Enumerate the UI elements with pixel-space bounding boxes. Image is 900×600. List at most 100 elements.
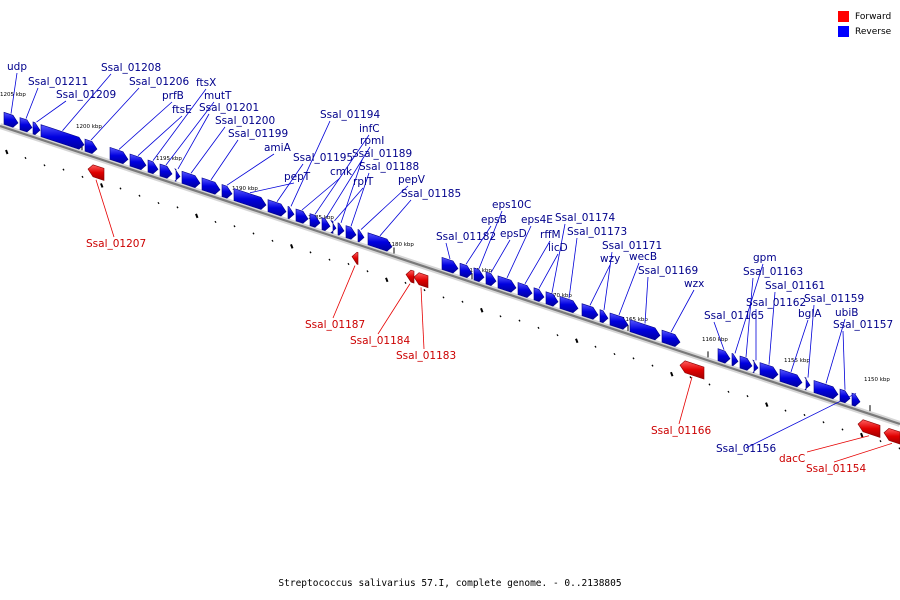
gene-label-Ssal_01166[interactable]: Ssal_01166 — [651, 425, 711, 437]
gene-label-Ssal_01209[interactable]: Ssal_01209 — [56, 89, 116, 101]
gene-label-Ssal_01185[interactable]: Ssal_01185 — [401, 188, 461, 200]
gene-label-Ssal_01187[interactable]: Ssal_01187 — [305, 319, 365, 331]
gene-label-Ssal_01159[interactable]: Ssal_01159 — [804, 293, 864, 305]
gene-label-licD[interactable]: licD — [548, 242, 568, 254]
gene-label-epsD[interactable]: epsD — [500, 228, 527, 240]
gene-Ssal_01171[interactable] — [599, 309, 609, 324]
gene-label-Ssal_01199[interactable]: Ssal_01199 — [228, 128, 288, 140]
gene-Ssal_01166[interactable] — [679, 360, 705, 380]
gene-cmk[interactable] — [295, 208, 309, 224]
gene-bglA[interactable] — [779, 368, 803, 388]
gene-Ssal_01173[interactable] — [559, 295, 579, 314]
gene-mutT[interactable] — [159, 163, 173, 179]
gene-label-pepT[interactable]: pepT — [284, 171, 311, 183]
gene-infC[interactable] — [309, 213, 321, 228]
gene-label-wzy[interactable]: wzy — [600, 253, 620, 265]
gene-label-rplT[interactable]: rplT — [353, 176, 374, 188]
gene-label-Ssal_01169[interactable]: Ssal_01169 — [638, 265, 698, 277]
gene-rplT[interactable] — [330, 220, 337, 234]
gene-label-Ssal_01206[interactable]: Ssal_01206 — [129, 76, 189, 88]
gene-Ssal_01162[interactable] — [752, 359, 759, 374]
gene-label-Ssal_01195[interactable]: Ssal_01195 — [293, 152, 353, 164]
gene-Ssal_01182[interactable] — [441, 256, 459, 274]
gene-label-Ssal_01182[interactable]: Ssal_01182 — [436, 231, 496, 243]
gene-label-Ssal_01156[interactable]: Ssal_01156 — [716, 443, 776, 455]
gene-label-wzx[interactable]: wzx — [684, 278, 704, 290]
gene-label-Ssal_01188[interactable]: Ssal_01188 — [359, 161, 419, 173]
gene-epsD[interactable] — [485, 271, 497, 286]
gene-label-Ssal_01183[interactable]: Ssal_01183 — [396, 350, 456, 362]
gene-label-bglA[interactable]: bglA — [798, 308, 822, 320]
gene-label-Ssal_01162[interactable]: Ssal_01162 — [746, 297, 806, 309]
gene-label-dacC[interactable]: dacC — [779, 453, 805, 465]
gene-label-Ssal_01163[interactable]: Ssal_01163 — [743, 266, 803, 278]
gene-Ssal_01184[interactable] — [405, 269, 415, 284]
gene-dacC[interactable] — [857, 419, 881, 438]
gene-amiA[interactable] — [221, 184, 233, 199]
gene-label-Ssal_01165[interactable]: Ssal_01165 — [704, 310, 764, 322]
gene-rffM[interactable] — [517, 282, 533, 298]
gene-label-wecB[interactable]: wecB — [629, 251, 657, 263]
gene-wzx[interactable] — [661, 329, 681, 347]
gene-ftsX[interactable] — [147, 159, 159, 175]
gene-label-Ssal_01184[interactable]: Ssal_01184 — [350, 335, 410, 347]
gene-Ssal_01189[interactable] — [337, 222, 345, 236]
gene-Ssal_01159[interactable] — [804, 376, 811, 391]
gene-label-Ssal_01207[interactable]: Ssal_01207 — [86, 238, 146, 250]
gene-label-Ssal_01201[interactable]: Ssal_01201 — [199, 102, 259, 114]
gene-Ssal_01188[interactable] — [345, 225, 357, 240]
gene-gpm[interactable] — [731, 352, 739, 367]
gene-Ssal_01209[interactable] — [32, 121, 41, 135]
gene-licD[interactable] — [533, 287, 545, 302]
gene-label-Ssal_01157[interactable]: Ssal_01157 — [833, 319, 893, 331]
gene-label-Ssal_01211[interactable]: Ssal_01211 — [28, 76, 88, 88]
gene-label-eps10C[interactable]: eps10C — [492, 199, 531, 211]
gene-eps4E[interactable] — [497, 275, 517, 293]
gene-Ssal_01169[interactable] — [629, 319, 661, 341]
gene-pepV[interactable] — [357, 229, 365, 243]
gene-label-amiA[interactable]: amiA — [264, 142, 292, 154]
gene-Ssal_01207[interactable] — [87, 164, 105, 181]
gene-Ssal_01185[interactable] — [367, 232, 393, 252]
gene-Ssal_01165[interactable] — [717, 348, 731, 364]
gene-label-Ssal_01161[interactable]: Ssal_01161 — [765, 280, 825, 292]
gene-Ssal_01183[interactable] — [413, 272, 429, 289]
gene-Ssal_01199[interactable] — [201, 177, 221, 195]
gene-Ssal_01200[interactable] — [181, 170, 201, 188]
gene-label-Ssal_01208[interactable]: Ssal_01208 — [101, 62, 161, 74]
gene-label-ubiB[interactable]: ubiB — [835, 307, 858, 319]
gene-label-ftsE[interactable]: ftsE — [172, 104, 192, 116]
gene-label-rffM[interactable]: rffM — [540, 229, 561, 241]
gene-label-Ssal_01194[interactable]: Ssal_01194 — [320, 109, 380, 121]
gene-label-Ssal_01200[interactable]: Ssal_01200 — [215, 115, 275, 127]
gene-Ssal_01211[interactable] — [19, 117, 33, 133]
gene-Ssal_01163[interactable] — [739, 355, 753, 371]
gene-label-mutT[interactable]: mutT — [204, 90, 232, 102]
gene-label-rpmI[interactable]: rpmI — [360, 135, 384, 147]
gene-Ssal_01208[interactable] — [40, 124, 85, 150]
gene-label-Ssal_01174[interactable]: Ssal_01174 — [555, 212, 615, 224]
gene-udp[interactable] — [3, 111, 19, 128]
gene-label-Ssal_01154[interactable]: Ssal_01154 — [806, 463, 866, 475]
gene-pepT[interactable] — [233, 188, 267, 210]
gene-Ssal_01154[interactable] — [883, 428, 900, 445]
gene-Ssal_01201[interactable] — [174, 168, 181, 182]
gene-label-epsB[interactable]: epsB — [481, 214, 507, 226]
gene-label-udp[interactable]: udp — [7, 61, 27, 73]
gene-epsB[interactable] — [459, 262, 473, 278]
gene-Ssal_01161[interactable] — [759, 362, 779, 380]
gene-label-ftsX[interactable]: ftsX — [196, 77, 216, 89]
gene-eps10C[interactable] — [473, 267, 485, 282]
gene-ftsE[interactable] — [129, 153, 147, 171]
gene-label-Ssal_01189[interactable]: Ssal_01189 — [352, 148, 412, 160]
gene-label-Ssal_01171[interactable]: Ssal_01171 — [602, 240, 662, 252]
gene-Ssal_01187[interactable] — [351, 251, 359, 265]
gene-wzy[interactable] — [581, 303, 599, 320]
gene-wecB[interactable] — [609, 312, 629, 330]
gene-label-Ssal_01173[interactable]: Ssal_01173 — [567, 226, 627, 238]
gene-label-gpm[interactable]: gpm — [753, 252, 777, 264]
gene-Ssal_01195[interactable] — [267, 199, 287, 217]
gene-rpmI[interactable] — [321, 217, 331, 231]
gene-Ssal_01157[interactable] — [839, 388, 851, 404]
gene-Ssal_01174[interactable] — [545, 291, 559, 307]
